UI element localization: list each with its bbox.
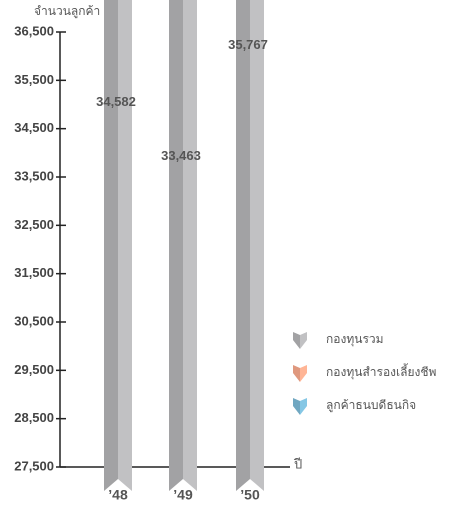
legend-label: กองทุนสำรองเลี้ยงชีพ: [326, 363, 437, 380]
legend-icon-right: [300, 332, 307, 349]
y-tick-label: 36,500: [14, 23, 54, 38]
bar-segment: [169, 0, 197, 491]
y-tick-label: 33,500: [14, 168, 54, 183]
bar-face-right: [118, 0, 132, 491]
y-axis-label: จำนวนลูกค้า: [34, 4, 100, 19]
legend-label: กองทุนรวม: [326, 332, 384, 347]
bar-segment: [236, 0, 264, 491]
bar-face-right: [183, 0, 197, 491]
y-tick-label: 31,500: [14, 265, 54, 280]
y-tick-label: 35,500: [14, 72, 54, 87]
x-axis-label: ปี: [293, 456, 302, 471]
y-tick-label: 29,500: [14, 362, 54, 377]
legend-icon-right: [300, 398, 307, 415]
bar-face-left: [236, 0, 250, 491]
bar-face-left: [169, 0, 183, 491]
legend-icon-left: [293, 332, 300, 349]
y-tick-label: 30,500: [14, 313, 54, 328]
y-tick-label: 27,500: [14, 458, 54, 473]
x-tick-label: ’48: [108, 487, 128, 503]
bar-segment: [104, 0, 132, 491]
total-label: 34,582: [96, 94, 136, 109]
legend-label: ลูกค้าธนบดีธนกิจ: [326, 398, 416, 413]
legend-icon-left: [293, 365, 300, 382]
y-tick-label: 32,500: [14, 217, 54, 232]
bar-face-left: [104, 0, 118, 491]
legend-icon-right: [300, 365, 307, 382]
bar-face-right: [250, 0, 264, 491]
y-tick-label: 34,500: [14, 120, 54, 135]
legend-icon-left: [293, 398, 300, 415]
x-tick-label: ’49: [173, 487, 193, 503]
x-tick-label: ’50: [240, 487, 260, 503]
total-label: 33,463: [161, 148, 201, 163]
total-label: 35,767: [228, 37, 268, 52]
y-tick-label: 28,500: [14, 410, 54, 425]
